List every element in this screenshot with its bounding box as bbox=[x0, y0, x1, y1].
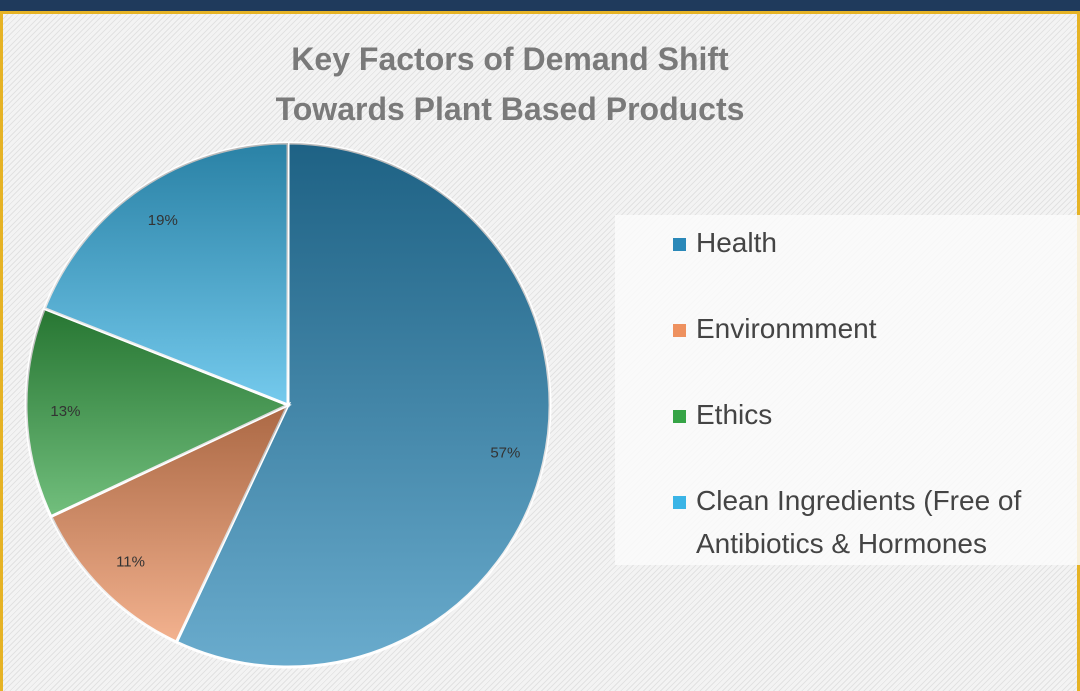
legend-label: Ethics bbox=[696, 399, 773, 430]
legend-swatch bbox=[673, 410, 686, 423]
data-label: 19% bbox=[148, 212, 178, 229]
slice-shade bbox=[25, 308, 288, 517]
legend-item: Environmment bbox=[673, 307, 1076, 350]
data-label: 11% bbox=[116, 553, 145, 570]
legend-label: Health bbox=[696, 227, 777, 258]
legend-swatch bbox=[673, 496, 686, 509]
legend-swatch bbox=[673, 324, 686, 337]
legend-label: Clean Ingredients (Free of Antibiotics &… bbox=[696, 485, 1022, 559]
legend-item: Ethics bbox=[673, 393, 1076, 436]
data-label: 57% bbox=[490, 445, 520, 462]
slice-shade bbox=[50, 405, 288, 643]
slice-shade bbox=[176, 143, 550, 667]
legend-item: Health bbox=[673, 221, 1076, 264]
data-label: 13% bbox=[50, 403, 80, 420]
legend: Health Environmment Ethics Clean Ingredient… bbox=[615, 215, 1080, 565]
legend-label: Environmment bbox=[696, 313, 877, 344]
chart-title: Key Factors of Demand Shift bbox=[291, 41, 729, 77]
legend-item: Clean Ingredients (Free of Antibiotics &… bbox=[673, 479, 1076, 565]
legend-swatch bbox=[673, 238, 686, 251]
chart-subtitle: Towards Plant Based Products bbox=[276, 91, 745, 127]
slice-shade bbox=[44, 143, 288, 405]
